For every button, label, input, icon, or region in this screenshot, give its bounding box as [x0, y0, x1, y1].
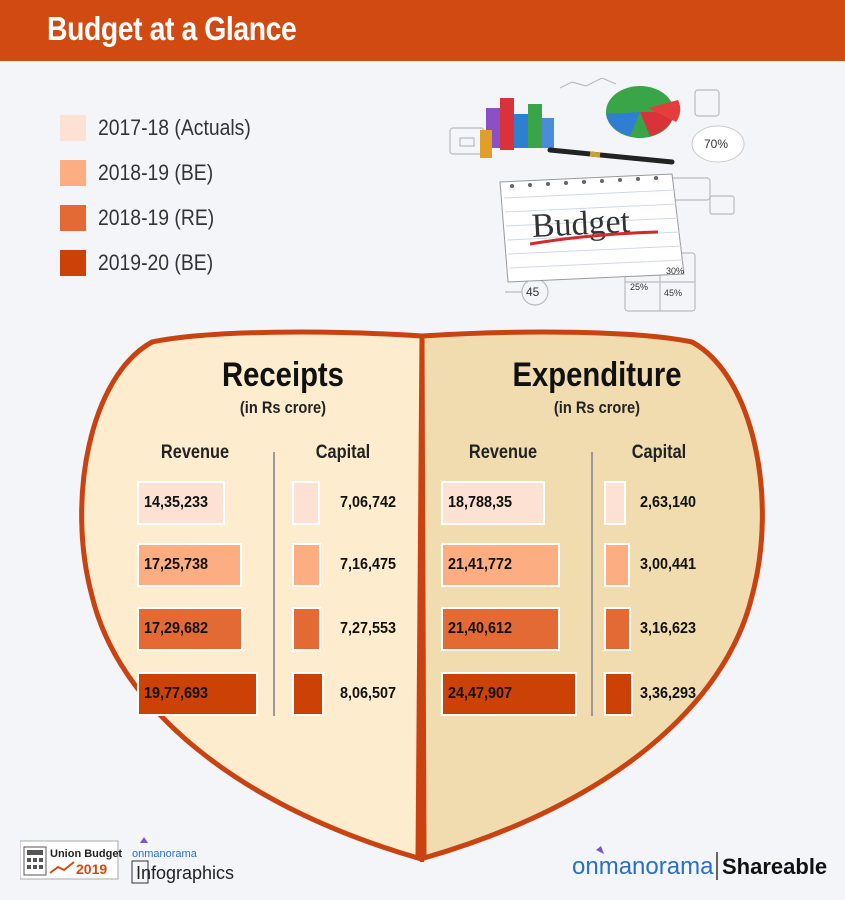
receipts-revenue-value: 17,25,738: [144, 556, 209, 573]
expenditure-title: Expenditure: [512, 356, 682, 394]
expenditure-capital-bar: [604, 543, 630, 587]
expenditure-revenue-value: 18,788,35: [448, 494, 513, 511]
receipts-capital-bar: [292, 607, 321, 651]
receipts-revenue-value: 17,29,682: [144, 620, 209, 637]
legend-swatch: [60, 160, 86, 186]
expenditure-revenue-bar: [441, 672, 577, 716]
expenditure-capital-value: 2,63,140: [640, 494, 697, 511]
expenditure-capital-value: 3,36,293: [640, 685, 697, 702]
legend-label: 2017-18 (Actuals): [98, 115, 251, 140]
receipts-panel-shape: [79, 329, 425, 862]
receipts-revenue-bar: [137, 481, 225, 525]
expenditure-revenue-bar: [441, 481, 545, 525]
expenditure-subtitle: (in Rs crore): [553, 398, 641, 417]
expenditure-revenue-value: 21,40,612: [448, 620, 513, 637]
shareable-logo: onmanorama Shareable: [572, 846, 827, 880]
receipts-capital-bar: [292, 672, 324, 716]
expenditure-capital-value: 3,00,441: [640, 556, 697, 573]
expenditure-revenue-value: 21,41,772: [448, 556, 513, 573]
union-budget-year: 2019: [76, 861, 107, 877]
receipts-capital-value: 7,27,553: [340, 620, 397, 637]
legend-label: 2018-19 (RE): [98, 205, 215, 230]
expenditure-capital-value: 3,16,623: [640, 620, 697, 637]
receipts-revenue-header: Revenue: [160, 442, 230, 463]
expenditure-capital-bar: [604, 481, 626, 525]
expenditure-capital-bar: [604, 607, 631, 651]
legend-label: 2018-19 (BE): [98, 160, 214, 185]
expenditure-revenue-header: Revenue: [468, 442, 538, 463]
expenditure-revenue-value: 24,47,907: [448, 685, 513, 702]
logo-drop-icon: [140, 837, 148, 843]
expenditure-divider: [591, 452, 593, 716]
illustration-tag: 45%: [664, 288, 682, 298]
receipts-revenue-bar: [137, 607, 243, 651]
union-budget-label: Union Budget: [50, 848, 122, 860]
expenditure-revenue-bar: [441, 543, 560, 587]
receipts-revenue-value: 14,35,233: [144, 494, 209, 511]
legend-swatch: [60, 205, 86, 231]
receipts-capital-bar: [292, 543, 321, 587]
onmanorama-small-logo: onmanorama: [132, 848, 198, 860]
receipts-capital-header: Capital: [315, 442, 371, 463]
logo-drop-icon: [596, 846, 604, 854]
receipts-divider: [273, 452, 275, 716]
expenditure-capital-bar: [604, 672, 633, 716]
receipts-title: Receipts: [222, 356, 344, 394]
page-title: Budget at a Glance: [47, 10, 297, 47]
budget-illustration: 70% Budget 45 30% 25% 45%: [449, 78, 745, 312]
legend-swatch: [60, 115, 86, 141]
receipts-revenue-value: 19,77,693: [144, 685, 209, 702]
expenditure-revenue-bar: [441, 607, 560, 651]
receipts-revenue-bar: [137, 672, 258, 716]
legend-swatch: [60, 250, 86, 276]
illustration-tag: 30%: [666, 266, 684, 276]
receipts-capital-value: 8,06,507: [340, 685, 397, 702]
shareable-label: Shareable: [722, 854, 827, 879]
infographics-label: Infographics: [136, 863, 234, 883]
illustration-tag: 70%: [704, 137, 728, 151]
receipts-capital-value: 7,06,742: [340, 494, 397, 511]
receipts-revenue-bar: [137, 543, 242, 587]
expenditure-capital-header: Capital: [631, 442, 687, 463]
receipts-capital-bar: [292, 481, 320, 525]
header-banner: Budget at a Glance: [0, 0, 845, 61]
illustration-tag: 25%: [630, 282, 648, 292]
receipts-capital-value: 7,16,475: [340, 556, 397, 573]
legend-label: 2019-20 (BE): [98, 250, 214, 275]
footer-logos: Union Budget 2019 onmanorama Infographic…: [20, 837, 234, 884]
receipts-subtitle: (in Rs crore): [239, 398, 327, 417]
illustration-tag: 45: [526, 285, 540, 299]
onmanorama-logo: onmanorama: [572, 853, 714, 880]
